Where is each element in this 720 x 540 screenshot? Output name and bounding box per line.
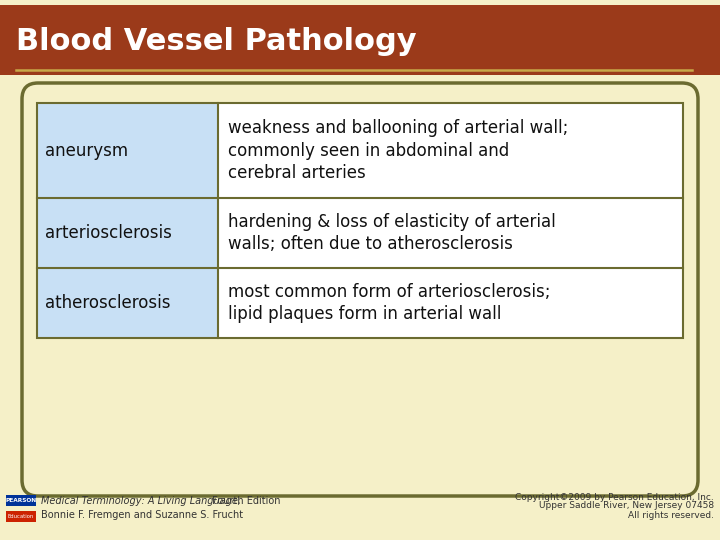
Text: PEARSON: PEARSON [6,497,37,503]
Text: arteriosclerosis: arteriosclerosis [45,224,172,242]
Bar [218,103,683,198]
Text: aneurysm: aneurysm [45,141,128,159]
Bar [37,198,218,268]
Bar [218,198,683,268]
Text: weakness and ballooning of arterial wall;
commonly seen in abdominal and
cerebra: weakness and ballooning of arterial wall… [228,119,568,183]
Text: Medical Terminology: A Living Language,: Medical Terminology: A Living Language, [41,496,241,506]
Text: most common form of arteriosclerosis;
lipid plaques form in arterial wall: most common form of arteriosclerosis; li… [228,282,550,323]
Text: Bonnie F. Fremgen and Suzanne S. Frucht: Bonnie F. Fremgen and Suzanne S. Frucht [41,510,243,520]
Text: atherosclerosis: atherosclerosis [45,294,171,312]
Bar [0,0,720,75]
Text: Upper Saddle River, New Jersey 07458: Upper Saddle River, New Jersey 07458 [539,502,714,510]
Text: Copyright©2009 by Pearson Education, Inc.: Copyright©2009 by Pearson Education, Inc… [516,492,714,502]
Text: Education: Education [8,514,34,518]
Bar [37,268,218,338]
Bar [37,103,683,338]
FancyBboxPatch shape [22,83,698,496]
Bar [218,268,683,338]
Text: Fourth Edition: Fourth Edition [209,496,281,506]
Text: hardening & loss of elasticity of arterial
walls; often due to atherosclerosis: hardening & loss of elasticity of arteri… [228,213,556,253]
Bar [0,0,720,5]
Text: All rights reserved.: All rights reserved. [628,510,714,519]
Text: Blood Vessel Pathology: Blood Vessel Pathology [16,27,417,56]
Bar [6,495,36,505]
Bar [6,510,36,522]
Bar [37,103,218,198]
